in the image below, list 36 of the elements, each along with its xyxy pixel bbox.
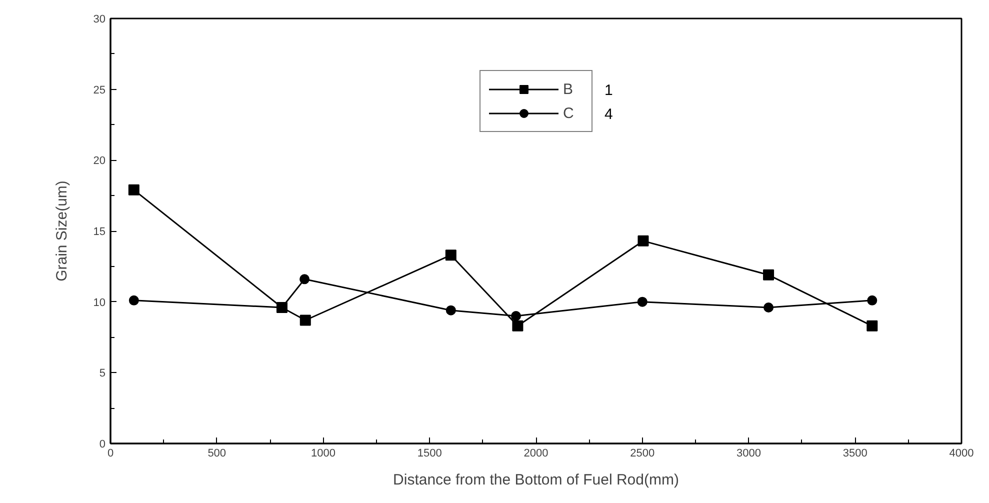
legend-label: C [563,104,575,122]
point [300,274,310,284]
annotation: 1 [604,82,613,99]
y-tick-label: 30 [93,14,106,26]
x-tick-label: 3000 [736,448,761,460]
point [866,320,878,332]
y-tick-label: 10 [93,296,106,309]
point [867,295,878,306]
x-tick-label: 3500 [842,448,868,460]
point [764,302,774,312]
point [128,184,140,196]
x-tick-label: 4000 [949,448,974,460]
point [638,235,649,246]
y-tick-label: 20 [93,155,106,168]
point [511,311,521,321]
point [300,314,311,326]
point [128,295,139,306]
x-tick-label: 1000 [311,448,336,460]
x-tick-label: 500 [208,448,226,460]
x-tick-label: 0 [107,448,114,460]
y-axis-title: Grain Size(um) [53,180,70,282]
point [512,320,524,332]
x-axis-title: Distance from the Bottom of Fuel Rod(mm) [393,472,679,488]
x-tick-label: 2500 [630,448,655,460]
y-tick-label: 15 [93,226,106,238]
x-tick-label: 2000 [524,448,548,460]
point [445,250,456,261]
annotation: 4 [604,106,613,123]
y-tick-label: 25 [93,84,106,96]
legend-label: B [563,80,574,98]
point [446,305,456,316]
point [637,296,648,307]
y-tick-label: 0 [99,438,106,450]
point [763,269,774,280]
y-tick-label: 5 [99,368,106,380]
x-tick-label: 1500 [417,448,442,460]
